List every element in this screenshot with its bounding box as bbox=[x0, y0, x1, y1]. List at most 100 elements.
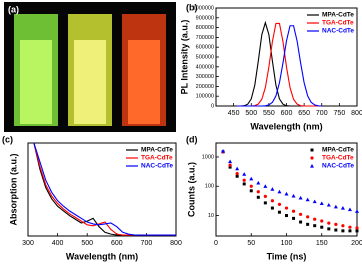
x-tick-label: 600 bbox=[281, 110, 293, 117]
x-tick-label: 700 bbox=[316, 110, 328, 117]
point bbox=[277, 202, 282, 207]
point bbox=[256, 180, 261, 185]
point bbox=[292, 216, 296, 220]
point bbox=[291, 193, 296, 198]
point bbox=[228, 165, 232, 169]
x-tick-label: 650 bbox=[298, 110, 310, 117]
point bbox=[319, 201, 324, 205]
point bbox=[299, 220, 303, 224]
point bbox=[270, 199, 274, 203]
y-tick-label: 900000 bbox=[196, 15, 214, 21]
point bbox=[313, 217, 317, 221]
point bbox=[327, 227, 331, 231]
y-tick-label: 600000 bbox=[196, 45, 214, 51]
y-tick-label: 200000 bbox=[196, 84, 214, 90]
y-tick-label: 400000 bbox=[196, 64, 214, 70]
panel-label: (c) bbox=[2, 134, 13, 144]
y-tick-label: 300000 bbox=[196, 74, 214, 80]
point bbox=[242, 172, 247, 176]
x-tick-label: 200 bbox=[351, 240, 362, 247]
x-tick-label: 500 bbox=[245, 110, 257, 117]
x-tick-label: 600 bbox=[111, 240, 123, 247]
point bbox=[313, 224, 317, 228]
x-tick-label: 550 bbox=[263, 110, 275, 117]
point bbox=[263, 201, 267, 205]
y-axis-label: Absorption (a.u.) bbox=[8, 154, 18, 226]
point bbox=[310, 148, 314, 152]
x-tick-label: 800 bbox=[351, 110, 362, 117]
x-tick-label: 500 bbox=[81, 240, 93, 247]
x-axis-label: Time (ns) bbox=[267, 251, 307, 261]
point bbox=[355, 229, 359, 233]
point bbox=[348, 225, 352, 229]
point bbox=[235, 166, 240, 171]
point bbox=[291, 209, 296, 213]
y-tick-label: 700000 bbox=[196, 35, 214, 41]
point bbox=[256, 190, 260, 194]
point bbox=[235, 174, 239, 178]
legend-label: NAC-CdTe bbox=[141, 163, 173, 170]
x-axis-label: Wavelength (nm) bbox=[66, 251, 138, 261]
point bbox=[320, 225, 324, 229]
point bbox=[249, 184, 253, 188]
x-tick-label: 50 bbox=[247, 240, 255, 247]
photo: (a) bbox=[4, 2, 176, 132]
legend-label: NAC-CdTe bbox=[322, 163, 354, 170]
vial-yellow-glow bbox=[74, 40, 106, 124]
point bbox=[235, 172, 239, 176]
point bbox=[348, 229, 352, 233]
y-tick-label: 800000 bbox=[196, 25, 214, 31]
x-tick-label: 750 bbox=[334, 110, 346, 117]
point bbox=[305, 197, 310, 202]
x-axis-label: Wavelength (nm) bbox=[250, 121, 322, 131]
x-tick-label: 800 bbox=[170, 240, 182, 247]
x-tick-label: 400 bbox=[52, 240, 64, 247]
point bbox=[341, 229, 345, 233]
series-line bbox=[33, 142, 176, 236]
point bbox=[242, 178, 246, 182]
point bbox=[312, 199, 317, 204]
point bbox=[298, 195, 303, 200]
series-line bbox=[237, 25, 322, 107]
y-tick-label: 0 bbox=[211, 103, 214, 109]
point bbox=[284, 206, 289, 210]
x-tick-label: 300 bbox=[22, 240, 34, 247]
x-tick-label: 150 bbox=[316, 240, 328, 247]
point bbox=[284, 191, 289, 196]
point bbox=[334, 222, 338, 226]
point bbox=[333, 204, 338, 209]
point bbox=[347, 207, 352, 212]
y-tick-label: 100000 bbox=[196, 94, 214, 100]
legend-label: MPA-CdTe bbox=[322, 147, 354, 154]
point bbox=[242, 182, 246, 186]
point bbox=[355, 209, 359, 213]
panel-label: (a) bbox=[8, 4, 19, 14]
legend-label: TGA-CdTe bbox=[141, 155, 173, 162]
panel-label: (d) bbox=[186, 134, 198, 144]
point bbox=[327, 221, 331, 225]
y-tick-label: 100 bbox=[205, 184, 214, 190]
series-line bbox=[237, 20, 322, 107]
point bbox=[256, 195, 260, 199]
plot-frame bbox=[27, 142, 177, 237]
point bbox=[310, 164, 314, 168]
legend-label: MPA-CdTe bbox=[322, 12, 354, 19]
series-line bbox=[237, 22, 322, 107]
legend-label: MPA-CdTe bbox=[141, 147, 173, 154]
y-tick-label: 10 bbox=[208, 213, 214, 219]
point bbox=[299, 212, 303, 216]
point bbox=[277, 189, 282, 194]
point bbox=[334, 228, 338, 232]
y-tick-label: 500000 bbox=[196, 54, 214, 60]
point bbox=[320, 219, 324, 223]
x-tick-label: 0 bbox=[214, 240, 218, 247]
point bbox=[341, 224, 345, 228]
y-tick-label: 1000000 bbox=[193, 5, 214, 11]
x-tick-label: 700 bbox=[141, 240, 153, 247]
legend-label: TGA-CdTe bbox=[322, 155, 354, 162]
x-tick-label: 100 bbox=[281, 240, 293, 247]
x-tick-label: 450 bbox=[228, 110, 240, 117]
point bbox=[270, 206, 274, 210]
y-tick-label: 1000 bbox=[202, 154, 214, 160]
